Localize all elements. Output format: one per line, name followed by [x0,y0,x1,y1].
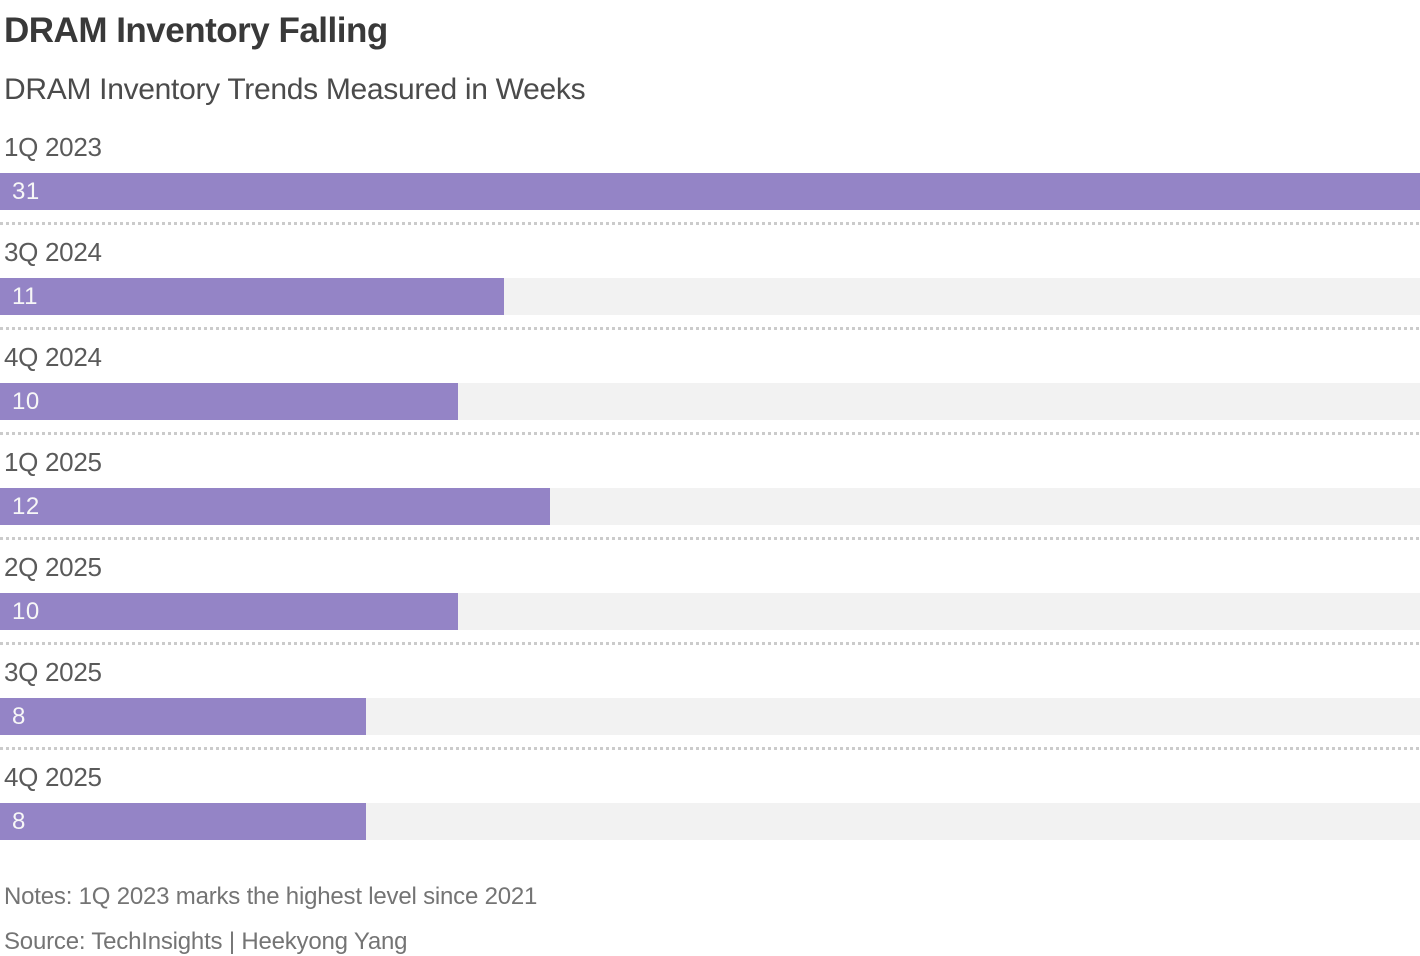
bar-track: 12 [0,488,1420,525]
bar-value: 11 [12,282,38,310]
chart-footer: Notes: 1Q 2023 marks the highest level s… [0,883,1420,956]
bar-label: 1Q 2025 [4,447,102,477]
bar-track: 31 [0,173,1420,210]
bar: 10 [0,383,459,420]
bar: 31 [0,173,1420,210]
chart-row: 1Q 2025 12 [0,447,1420,540]
chart-subtitle: DRAM Inventory Trends Measured in Weeks [4,73,586,106]
bar-label: 4Q 2024 [4,342,102,372]
bar-track: 10 [0,383,1420,420]
row-separator [0,222,1420,225]
bar: 8 [0,803,367,840]
bar-value: 8 [12,807,26,835]
bar-track: 11 [0,278,1420,315]
bar-value: 8 [12,702,26,730]
chart-row: 4Q 2025 8 [0,762,1420,840]
bar-value: 10 [12,387,40,415]
bar: 10 [0,593,459,630]
bar-track: 10 [0,593,1420,630]
bar-label: 3Q 2025 [4,657,102,687]
chart-row: 4Q 2024 10 [0,342,1420,435]
bar: 11 [0,278,504,315]
chart-row: 3Q 2024 11 [0,237,1420,330]
bar-chart: 1Q 2023 31 3Q 2024 11 4Q 2024 10 1Q 2025 [0,132,1420,840]
row-separator [0,747,1420,750]
bar-label: 2Q 2025 [4,552,102,582]
bar-track: 8 [0,803,1420,840]
chart-source: Source: TechInsights | Heekyong Yang [4,928,408,955]
chart-notes: Notes: 1Q 2023 marks the highest level s… [4,883,538,910]
bar-value: 12 [12,492,40,520]
bar-label: 4Q 2025 [4,762,102,792]
bar-label: 3Q 2024 [4,237,102,267]
row-separator [0,432,1420,435]
row-separator [0,327,1420,330]
row-separator [0,642,1420,645]
bar-value: 31 [12,177,40,205]
bar: 12 [0,488,550,525]
bar: 8 [0,698,367,735]
chart-row: 1Q 2023 31 [0,132,1420,225]
chart-title: DRAM Inventory Falling [4,11,388,50]
bar-value: 10 [12,597,40,625]
bar-track: 8 [0,698,1420,735]
bar-label: 1Q 2023 [4,132,102,162]
chart-row: 3Q 2025 8 [0,657,1420,750]
chart-row: 2Q 2025 10 [0,552,1420,645]
row-separator [0,537,1420,540]
